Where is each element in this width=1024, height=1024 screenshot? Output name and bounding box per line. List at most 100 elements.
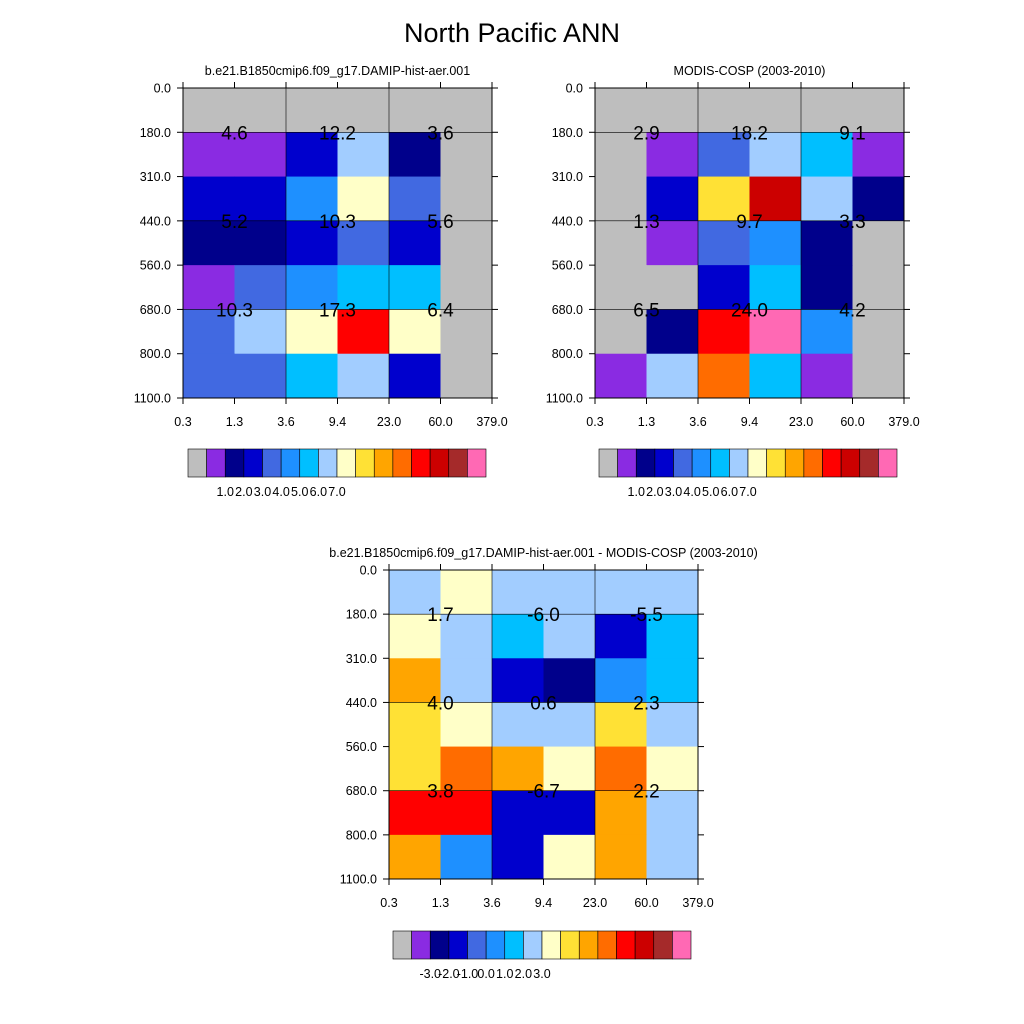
- heatmap-cell: [595, 265, 647, 310]
- data-label: -6.0: [527, 605, 560, 626]
- x-tick-label: 379.0: [888, 415, 919, 429]
- colorbar-swatch: [392, 448, 412, 478]
- y-tick-label: 0.0: [566, 82, 583, 96]
- heatmap-panel-2: MODIS-COSP (2003-2010) 0.3 1.3 3.6 9.4 23.0 60…: [546, 64, 920, 429]
- y-tick-label: 440.0: [552, 214, 583, 228]
- heatmap-cell: [646, 746, 699, 792]
- colorbar-label: -1.0: [457, 967, 479, 981]
- heatmap-cell: [440, 834, 493, 880]
- y-tick-label: 680.0: [140, 303, 171, 317]
- heatmap-cell: [183, 88, 235, 133]
- heatmap-cell: [183, 353, 235, 399]
- data-label: 18.2: [731, 123, 768, 144]
- data-label: 3.6: [427, 123, 453, 144]
- y-tick-label: 800.0: [346, 828, 377, 842]
- x-tick-label: 23.0: [789, 415, 813, 429]
- heatmap-cell: [749, 176, 802, 222]
- figure-title: North Pacific ANN: [403, 18, 621, 48]
- colorbar-swatch: [840, 448, 861, 478]
- heatmap-cell: [801, 353, 853, 399]
- colorbar-swatch: [597, 930, 617, 960]
- colorbar-swatch: [411, 930, 431, 960]
- colorbar-swatch: [504, 930, 524, 960]
- heatmap-cell: [234, 265, 287, 310]
- y-tick-label: 310.0: [346, 652, 377, 666]
- heatmap-cell: [389, 353, 441, 399]
- data-label: 10.3: [216, 300, 253, 321]
- heatmap-cell: [234, 132, 287, 177]
- y-tick-label: 1100.0: [546, 392, 583, 406]
- colorbar-label: 2.0: [646, 485, 663, 499]
- data-label: 4.0: [427, 693, 453, 714]
- x-tick-label: 60.0: [428, 415, 452, 429]
- data-label: 5.6: [427, 212, 453, 233]
- colorbar-label: -3.0: [419, 967, 441, 981]
- colorbar-label: 3.0: [665, 485, 682, 499]
- y-tick-label: 0.0: [154, 82, 171, 96]
- heatmap-cell: [337, 220, 390, 266]
- colorbar-swatch: [673, 448, 693, 478]
- heatmap-cell: [543, 570, 596, 615]
- heatmap-cell: [440, 265, 493, 310]
- colorbar-swatch: [448, 930, 468, 960]
- heatmap-cell: [492, 702, 544, 747]
- heatmap-cell: [183, 176, 235, 222]
- colorbar-swatch: [616, 930, 636, 960]
- heatmap-cell: [595, 309, 647, 355]
- heatmap-cell: [801, 88, 853, 133]
- colorbar-label: 1.0: [496, 967, 513, 981]
- y-tick-label: 1100.0: [340, 873, 377, 887]
- x-tick-label: 1.3: [638, 415, 655, 429]
- heatmap-cell: [440, 176, 493, 222]
- heatmap-cell: [646, 132, 699, 177]
- colorbar-swatch: [206, 448, 226, 478]
- y-tick-label: 800.0: [140, 347, 171, 361]
- heatmap-cell: [646, 614, 699, 659]
- y-tick-label: 180.0: [552, 126, 583, 140]
- heatmap-cell: [440, 790, 493, 836]
- heatmap-cell: [595, 88, 647, 133]
- heatmap-cell: [389, 88, 441, 133]
- heatmap-cell: [543, 790, 596, 836]
- colorbar-label: -2.0: [438, 967, 460, 981]
- x-tick-label: 9.4: [329, 415, 346, 429]
- colorbar-swatch: [634, 930, 655, 960]
- colorbar-swatch: [578, 930, 599, 960]
- heatmap-cell: [286, 132, 338, 177]
- heatmap-cell: [183, 220, 235, 266]
- data-label: 10.3: [319, 212, 356, 233]
- y-tick-label: 310.0: [552, 170, 583, 184]
- heatmap-cell: [440, 702, 493, 747]
- heatmap-cell: [801, 220, 853, 266]
- colorbar-swatch: [243, 448, 263, 478]
- panel-title: MODIS-COSP (2003-2010): [674, 64, 826, 78]
- data-label: 0.6: [530, 693, 556, 714]
- colorbar-swatch: [429, 448, 450, 478]
- x-tick-label: 3.6: [483, 896, 500, 910]
- heatmap-cell: [440, 309, 493, 355]
- heatmap-cell: [698, 265, 750, 310]
- heatmap-cell: [286, 309, 338, 355]
- heatmap-cell: [801, 265, 853, 310]
- colorbar-swatch: [729, 448, 749, 478]
- colorbar-label: 5.0: [702, 485, 719, 499]
- colorbar-swatch: [560, 930, 580, 960]
- colorbar-swatch: [691, 448, 712, 478]
- heatmap-cell: [337, 132, 390, 177]
- y-tick-label: 1100.0: [134, 392, 171, 406]
- colorbar-swatch: [262, 448, 282, 478]
- heatmap-cell: [646, 702, 699, 747]
- heatmap-cell: [492, 570, 544, 615]
- data-label: -6.7: [527, 782, 560, 803]
- heatmap-cell: [389, 834, 441, 880]
- heatmap-cell: [543, 834, 596, 880]
- heatmap-cell: [801, 176, 853, 222]
- heatmap-cell: [389, 220, 441, 266]
- heatmap-cell: [543, 702, 596, 747]
- colorbar-swatch: [392, 930, 412, 960]
- colorbar-swatch: [766, 448, 786, 478]
- colorbar-label: 2.0: [515, 967, 532, 981]
- heatmap-cell: [286, 88, 338, 133]
- panel-title: b.e21.B1850cmip6.f09_g17.DAMIP-hist-aer.…: [205, 64, 470, 78]
- x-tick-label: 0.3: [586, 415, 603, 429]
